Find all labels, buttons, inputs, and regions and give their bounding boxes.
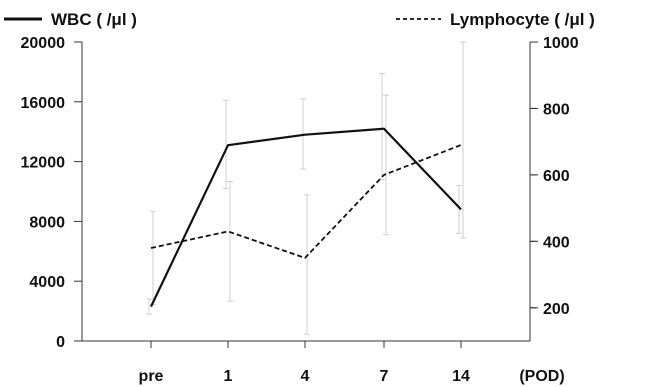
x-tick-label: pre [139, 368, 164, 385]
right-tick-label: 400 [543, 234, 570, 251]
wbc-series-line [150, 127, 462, 308]
left-tick-label: 0 [56, 334, 65, 351]
legend-lymphocyte-label: Lymphocyte ( /μl ) [450, 10, 595, 29]
right-tick-label: 800 [543, 101, 570, 118]
x-unit-label: (POD) [519, 368, 564, 385]
left-tick-label: 12000 [21, 155, 66, 172]
x-tick-label: 1 [224, 368, 233, 385]
left-tick-label: 8000 [29, 214, 65, 231]
right-tick-label: 600 [543, 168, 570, 185]
lymphocyte-series-line [150, 144, 462, 259]
left-tick-label: 20000 [21, 35, 66, 52]
x-tick-label: 14 [452, 368, 470, 385]
right-tick-label: 200 [543, 301, 570, 318]
x-tick-label: 4 [301, 368, 310, 385]
x-tick-label: 7 [380, 368, 389, 385]
error-bars [146, 41, 466, 335]
series-lines [150, 127, 462, 308]
tick-labels: 0 4000 8000 12000 16000 20000 200 400 600 800 1000… [21, 35, 579, 385]
legend: WBC ( /μl ) Lymphocyte ( /μl ) [4, 10, 595, 29]
right-tick-label: 1000 [543, 35, 579, 52]
legend-wbc-label: WBC ( /μl ) [51, 10, 137, 29]
left-tick-label: 16000 [21, 95, 66, 112]
left-tick-label: 4000 [29, 274, 65, 291]
axes [74, 41, 538, 348]
